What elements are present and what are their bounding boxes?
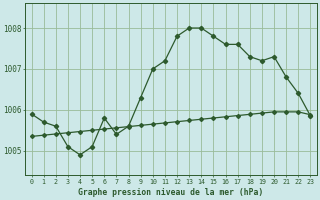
X-axis label: Graphe pression niveau de la mer (hPa): Graphe pression niveau de la mer (hPa) — [78, 188, 264, 197]
